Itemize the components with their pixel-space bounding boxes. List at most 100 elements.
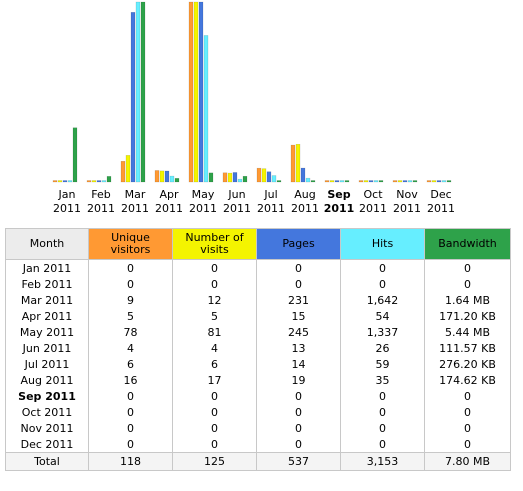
cell-visits: 5 [172, 308, 257, 324]
cell-month: Dec 2011 [5, 436, 89, 453]
table-row: Nov 2011 0 0 0 0 0 [5, 420, 511, 436]
header-number-of-visits: Number of visits [172, 228, 257, 260]
cell-pages: 0 [256, 259, 341, 276]
header-bandwidth: Bandwidth [424, 228, 511, 260]
x-tick-year-sep: 2011 [324, 202, 355, 215]
cell-visits: 0 [172, 404, 257, 420]
x-tick-year-nov: 2011 [393, 202, 421, 215]
cell-pages: 0 [256, 276, 341, 292]
monthly-stats-table: Month Unique visitors Number of visits P… [5, 228, 511, 471]
cell-visitors: 0 [88, 404, 173, 420]
cell-visitors: 5 [88, 308, 173, 324]
cell-visitors: 0 [88, 388, 173, 404]
cell-visits: 4 [172, 340, 257, 356]
cell-visits: 0 [172, 420, 257, 436]
x-tick-year-feb: 2011 [87, 202, 115, 215]
bar-jun-pages [232, 172, 238, 183]
bar-jul-unique-visitors [256, 167, 262, 183]
bar-jan-bandwidth [72, 127, 78, 183]
cell-visits: 0 [172, 388, 257, 404]
cell-hits: 59 [340, 356, 425, 372]
cell-month: Sep 2011 [5, 388, 89, 404]
x-tick-month-dec: Dec [430, 188, 451, 201]
cell-pages: 19 [256, 372, 341, 388]
bar-jun-unique-visitors [222, 172, 228, 183]
cell-month: Jun 2011 [5, 340, 89, 356]
bar-mar-hits [135, 1, 141, 183]
bar-apr-pages [164, 170, 170, 183]
bar-sep-unique-visitors [324, 180, 330, 183]
bar-feb-number-of-visits [91, 180, 97, 183]
cell-month: Oct 2011 [5, 404, 89, 420]
cell-bandwidth: 0 [424, 388, 511, 404]
cell-pages: 14 [256, 356, 341, 372]
bar-jan-unique-visitors [52, 180, 58, 183]
cell-pages: 13 [256, 340, 341, 356]
total-row: Total 118 125 537 3,153 7.80 MB [5, 452, 511, 471]
cell-hits: 0 [340, 436, 425, 453]
bar-may-unique-visitors [188, 1, 194, 183]
header-month: Month [5, 228, 89, 260]
header-hits: Hits [340, 228, 425, 260]
bar-sep-bandwidth [344, 180, 350, 183]
bar-mar-number-of-visits [125, 155, 131, 183]
bar-feb-unique-visitors [86, 180, 92, 183]
cell-pages: 231 [256, 292, 341, 308]
bar-may-bandwidth [208, 172, 214, 183]
bar-nov-pages [402, 180, 408, 183]
cell-month: Nov 2011 [5, 420, 89, 436]
total-label: Total [5, 452, 89, 471]
bar-mar-unique-visitors [120, 160, 126, 183]
x-tick-month-sep: Sep [327, 188, 350, 201]
cell-month: Mar 2011 [5, 292, 89, 308]
table-row: Jul 2011 6 6 14 59 276.20 KB [5, 356, 511, 372]
bar-may-pages [198, 1, 204, 183]
bar-apr-number-of-visits [159, 170, 165, 183]
header-pages: Pages [256, 228, 341, 260]
bar-sep-hits [339, 180, 345, 183]
cell-hits: 35 [340, 372, 425, 388]
bar-apr-hits [169, 175, 175, 183]
cell-hits: 1,337 [340, 324, 425, 340]
cell-bandwidth: 0 [424, 276, 511, 292]
cell-visitors: 0 [88, 259, 173, 276]
bar-jun-number-of-visits [227, 172, 233, 183]
x-tick-month-jul: Jul [263, 188, 277, 201]
cell-month: Jul 2011 [5, 356, 89, 372]
cell-bandwidth: 0 [424, 436, 511, 453]
cell-month: Feb 2011 [5, 276, 89, 292]
cell-bandwidth: 171.20 KB [424, 308, 511, 324]
header-unique-visitors: Unique visitors [88, 228, 173, 260]
bar-feb-bandwidth [106, 176, 112, 183]
bar-oct-number-of-visits [363, 180, 369, 183]
cell-visitors: 16 [88, 372, 173, 388]
bar-dec-bandwidth [446, 180, 452, 183]
bar-jun-bandwidth [242, 175, 248, 183]
cell-visits: 6 [172, 356, 257, 372]
x-tick-month-oct: Oct [363, 188, 383, 201]
bar-sep-number-of-visits [329, 180, 335, 183]
x-tick-month-mar: Mar [125, 188, 146, 201]
cell-visitors: 9 [88, 292, 173, 308]
table-row: Feb 2011 0 0 0 0 0 [5, 276, 511, 292]
cell-visitors: 78 [88, 324, 173, 340]
x-tick-year-mar: 2011 [121, 202, 149, 215]
bar-oct-pages [368, 180, 374, 183]
bar-dec-unique-visitors [426, 180, 432, 183]
bar-apr-unique-visitors [154, 170, 160, 183]
bar-may-hits [203, 35, 209, 183]
cell-hits: 0 [340, 388, 425, 404]
cell-pages: 0 [256, 436, 341, 453]
cell-bandwidth: 0 [424, 404, 511, 420]
cell-visitors: 4 [88, 340, 173, 356]
cell-visits: 0 [172, 436, 257, 453]
x-tick-year-jul: 2011 [257, 202, 285, 215]
bar-jun-hits [237, 178, 243, 183]
total-visitors: 118 [88, 452, 173, 471]
cell-visits: 0 [172, 259, 257, 276]
bar-jan-pages [62, 180, 68, 183]
bar-nov-number-of-visits [397, 180, 403, 183]
cell-month: Apr 2011 [5, 308, 89, 324]
cell-bandwidth: 111.57 KB [424, 340, 511, 356]
cell-hits: 54 [340, 308, 425, 324]
